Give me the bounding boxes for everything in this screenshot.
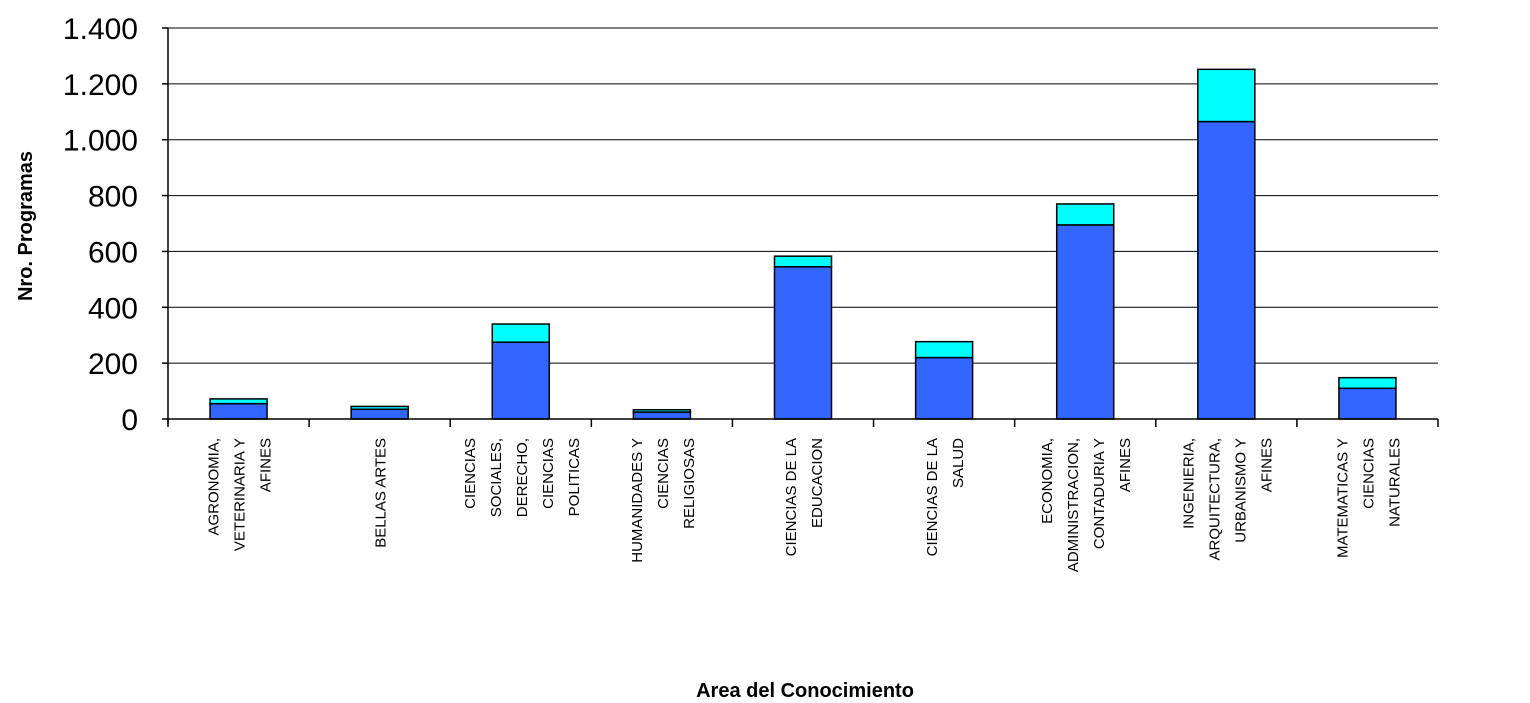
bar-segment-series-0 bbox=[491, 341, 551, 420]
x-category-label-line: EDUCACION bbox=[809, 438, 826, 528]
x-category-label-line: CIENCIAS bbox=[462, 438, 479, 509]
x-category-label-line: INGENIERIA, bbox=[1180, 438, 1197, 529]
y-tick-label: 800 bbox=[88, 181, 138, 214]
bar-segment-series-1 bbox=[773, 255, 833, 268]
bar-segment-series-1 bbox=[1055, 203, 1115, 226]
y-tick-label: 1.400 bbox=[63, 13, 138, 46]
bar-segment-series-1 bbox=[209, 398, 268, 405]
bar-segment-series-0 bbox=[632, 411, 692, 420]
x-category-label-line: DERECHO, bbox=[514, 438, 531, 517]
x-axis-title: Area del Conocimiento bbox=[696, 680, 914, 702]
y-tick-label: 1.000 bbox=[63, 125, 138, 158]
x-category-label-line: CIENCIAS DE LA bbox=[924, 438, 941, 556]
x-category-label-line: CIENCIAS DE LA bbox=[783, 438, 800, 556]
bar-segment-series-1 bbox=[632, 409, 692, 413]
x-category-label: AGRONOMIA, VETERINARIA Y AFINES bbox=[206, 438, 275, 551]
bar-segment-series-0 bbox=[350, 408, 409, 420]
y-tick-label: 1.200 bbox=[63, 69, 138, 102]
axes bbox=[162, 27, 1439, 427]
x-category-label-line: BELLAS ARTES bbox=[373, 438, 390, 548]
x-category-label-line: AFINES bbox=[258, 438, 275, 492]
bars bbox=[209, 68, 1397, 420]
bar-segment-series-0 bbox=[1055, 224, 1115, 420]
x-category-label-line: HUMANIDADES Y bbox=[629, 438, 646, 563]
x-category-label: ECONOMIA, ADMINISTRACION, CONTADURIA Y AFIN… bbox=[1039, 438, 1134, 572]
y-tick-label: 0 bbox=[121, 404, 138, 437]
x-category-label-line: VETERINARIA Y bbox=[232, 438, 249, 551]
x-category-label-line: MATEMATICAS Y bbox=[1334, 438, 1351, 558]
x-category-label: MATEMATICAS Y CIENCIAS NATURALES bbox=[1334, 438, 1403, 558]
x-category-label: HUMANIDADES Y CIENCIAS RELIGIOSAS bbox=[629, 438, 698, 563]
x-category-label-line: AGRONOMIA, bbox=[206, 438, 223, 536]
gridlines bbox=[168, 27, 1438, 364]
x-category-label: INGENIERIA, ARQUITECTURA, URBANISMO Y AFINE… bbox=[1180, 438, 1275, 561]
x-category-label-line: POLITICAS bbox=[566, 438, 583, 516]
x-category-labels: AGRONOMIA, VETERINARIA Y AFINES BELLAS ARTE… bbox=[206, 438, 1404, 572]
x-category-label-line: CIENCIAS bbox=[1360, 438, 1377, 509]
x-category-label-line: SOCIALES, bbox=[488, 438, 505, 517]
x-category-label-line: URBANISMO Y bbox=[1232, 438, 1249, 543]
x-category-label-line: RELIGIOSAS bbox=[681, 438, 698, 529]
bar-segment-series-0 bbox=[773, 266, 833, 420]
y-tick-label: 400 bbox=[88, 292, 138, 325]
x-category-label-line: ADMINISTRACION, bbox=[1065, 438, 1082, 572]
bar-segment-series-1 bbox=[491, 323, 551, 343]
x-category-label-line: NATURALES bbox=[1386, 438, 1403, 527]
bar-segment-series-0 bbox=[1197, 120, 1256, 420]
bar-segment-series-1 bbox=[914, 340, 974, 359]
x-category-label-line: CONTADURIA Y bbox=[1091, 438, 1108, 549]
bar-segment-series-1 bbox=[1338, 376, 1397, 390]
x-category-label-line: ECONOMIA, bbox=[1039, 438, 1056, 524]
x-category-label: CIENCIAS SOCIALES, DERECHO, CIENCIAS POLITIC… bbox=[462, 438, 583, 517]
x-category-label: BELLAS ARTES bbox=[373, 438, 390, 548]
y-tick-label: 200 bbox=[88, 348, 138, 381]
y-tick-label: 600 bbox=[88, 236, 138, 269]
bar-segment-series-1 bbox=[1197, 68, 1256, 123]
bar-segment-series-1 bbox=[350, 405, 409, 410]
x-category-label-line: CIENCIAS bbox=[655, 438, 672, 509]
bar-segment-series-0 bbox=[1338, 387, 1397, 420]
y-tick-labels: 0 200 400 600 800 1.000 1.200 1.400 bbox=[63, 13, 138, 437]
x-category-label-line: AFINES bbox=[1117, 438, 1134, 492]
x-category-label-line: AFINES bbox=[1258, 438, 1275, 492]
x-category-label: CIENCIAS DE LA EDUCACION bbox=[783, 438, 826, 556]
bar-segment-series-0 bbox=[209, 402, 268, 420]
x-category-label-line: ARQUITECTURA, bbox=[1206, 438, 1223, 561]
bar-segment-series-0 bbox=[914, 356, 974, 420]
y-axis-title: Nro. Programas bbox=[15, 151, 37, 301]
x-category-label: CIENCIAS DE LA SALUD bbox=[924, 438, 967, 557]
x-category-label-line: CIENCIAS bbox=[540, 438, 557, 509]
x-category-label-line: SALUD bbox=[950, 438, 967, 488]
